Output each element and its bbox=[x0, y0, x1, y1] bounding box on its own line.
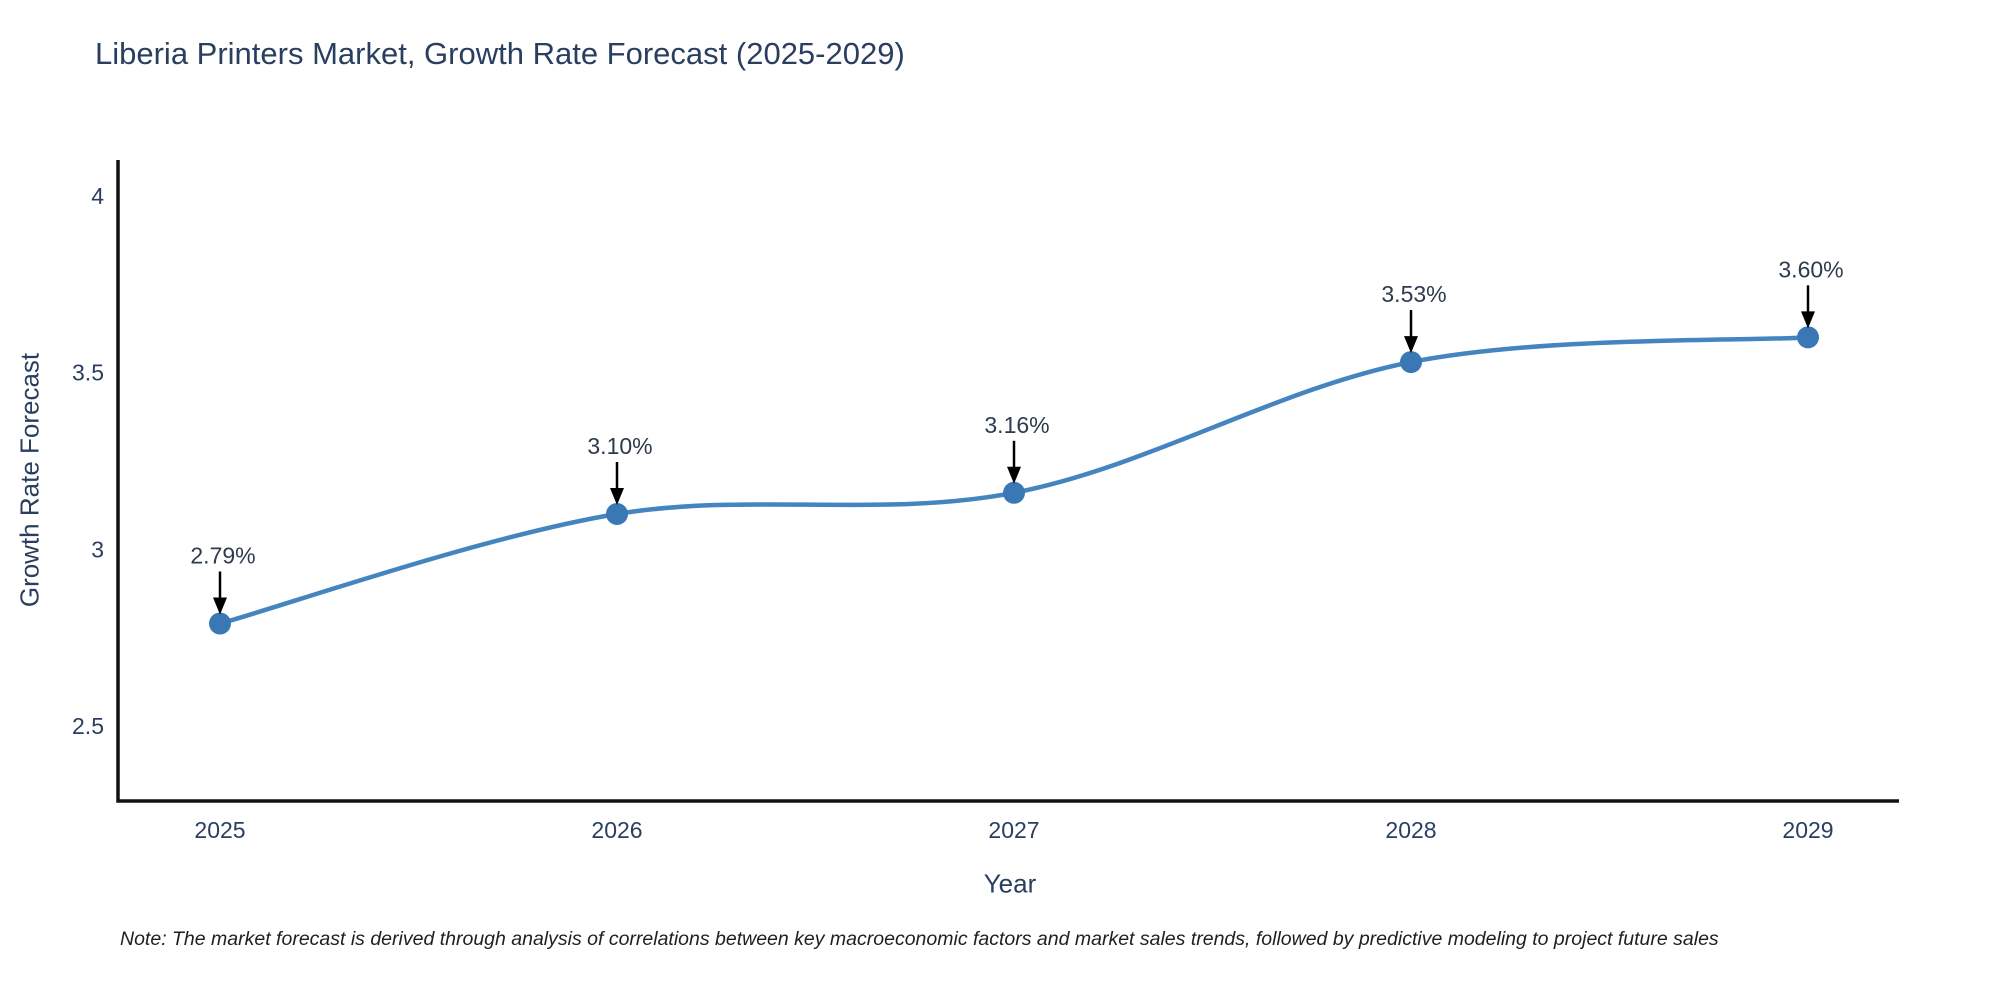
data-point-marker bbox=[1003, 481, 1025, 504]
footnote: Note: The market forecast is derived thr… bbox=[120, 928, 1719, 950]
x-tick-label: 2027 bbox=[988, 817, 1039, 843]
annotation-label: 3.53% bbox=[1381, 281, 1446, 307]
data-point-marker bbox=[1797, 326, 1819, 349]
y-tick-label: 3 bbox=[91, 536, 104, 562]
x-tick-label: 2025 bbox=[194, 817, 245, 843]
data-point-marker bbox=[1400, 351, 1422, 374]
chart-title: Liberia Printers Market, Growth Rate For… bbox=[95, 36, 905, 71]
x-tick-label: 2026 bbox=[591, 817, 642, 843]
annotation-arrowhead bbox=[1007, 466, 1021, 484]
annotation-label: 2.79% bbox=[190, 543, 255, 569]
y-tick-label: 4 bbox=[91, 183, 104, 209]
annotation-label: 3.16% bbox=[984, 412, 1049, 438]
annotation-arrowhead bbox=[1404, 336, 1418, 354]
x-tick-label: 2028 bbox=[1385, 817, 1436, 843]
x-tick-label: 2029 bbox=[1782, 817, 1833, 843]
annotation-label: 3.60% bbox=[1778, 256, 1843, 282]
y-tick-label: 3.5 bbox=[72, 360, 104, 386]
data-point-marker bbox=[209, 612, 231, 635]
annotation-arrowhead bbox=[213, 597, 227, 615]
annotation-arrowhead bbox=[610, 487, 624, 505]
annotation-arrowhead bbox=[1801, 311, 1815, 329]
axis-line bbox=[116, 160, 1899, 803]
x-axis-title: Year bbox=[983, 868, 1037, 899]
y-tick-label: 2.5 bbox=[72, 713, 104, 739]
annotation-label: 3.10% bbox=[587, 433, 652, 459]
data-point-marker bbox=[606, 502, 628, 525]
